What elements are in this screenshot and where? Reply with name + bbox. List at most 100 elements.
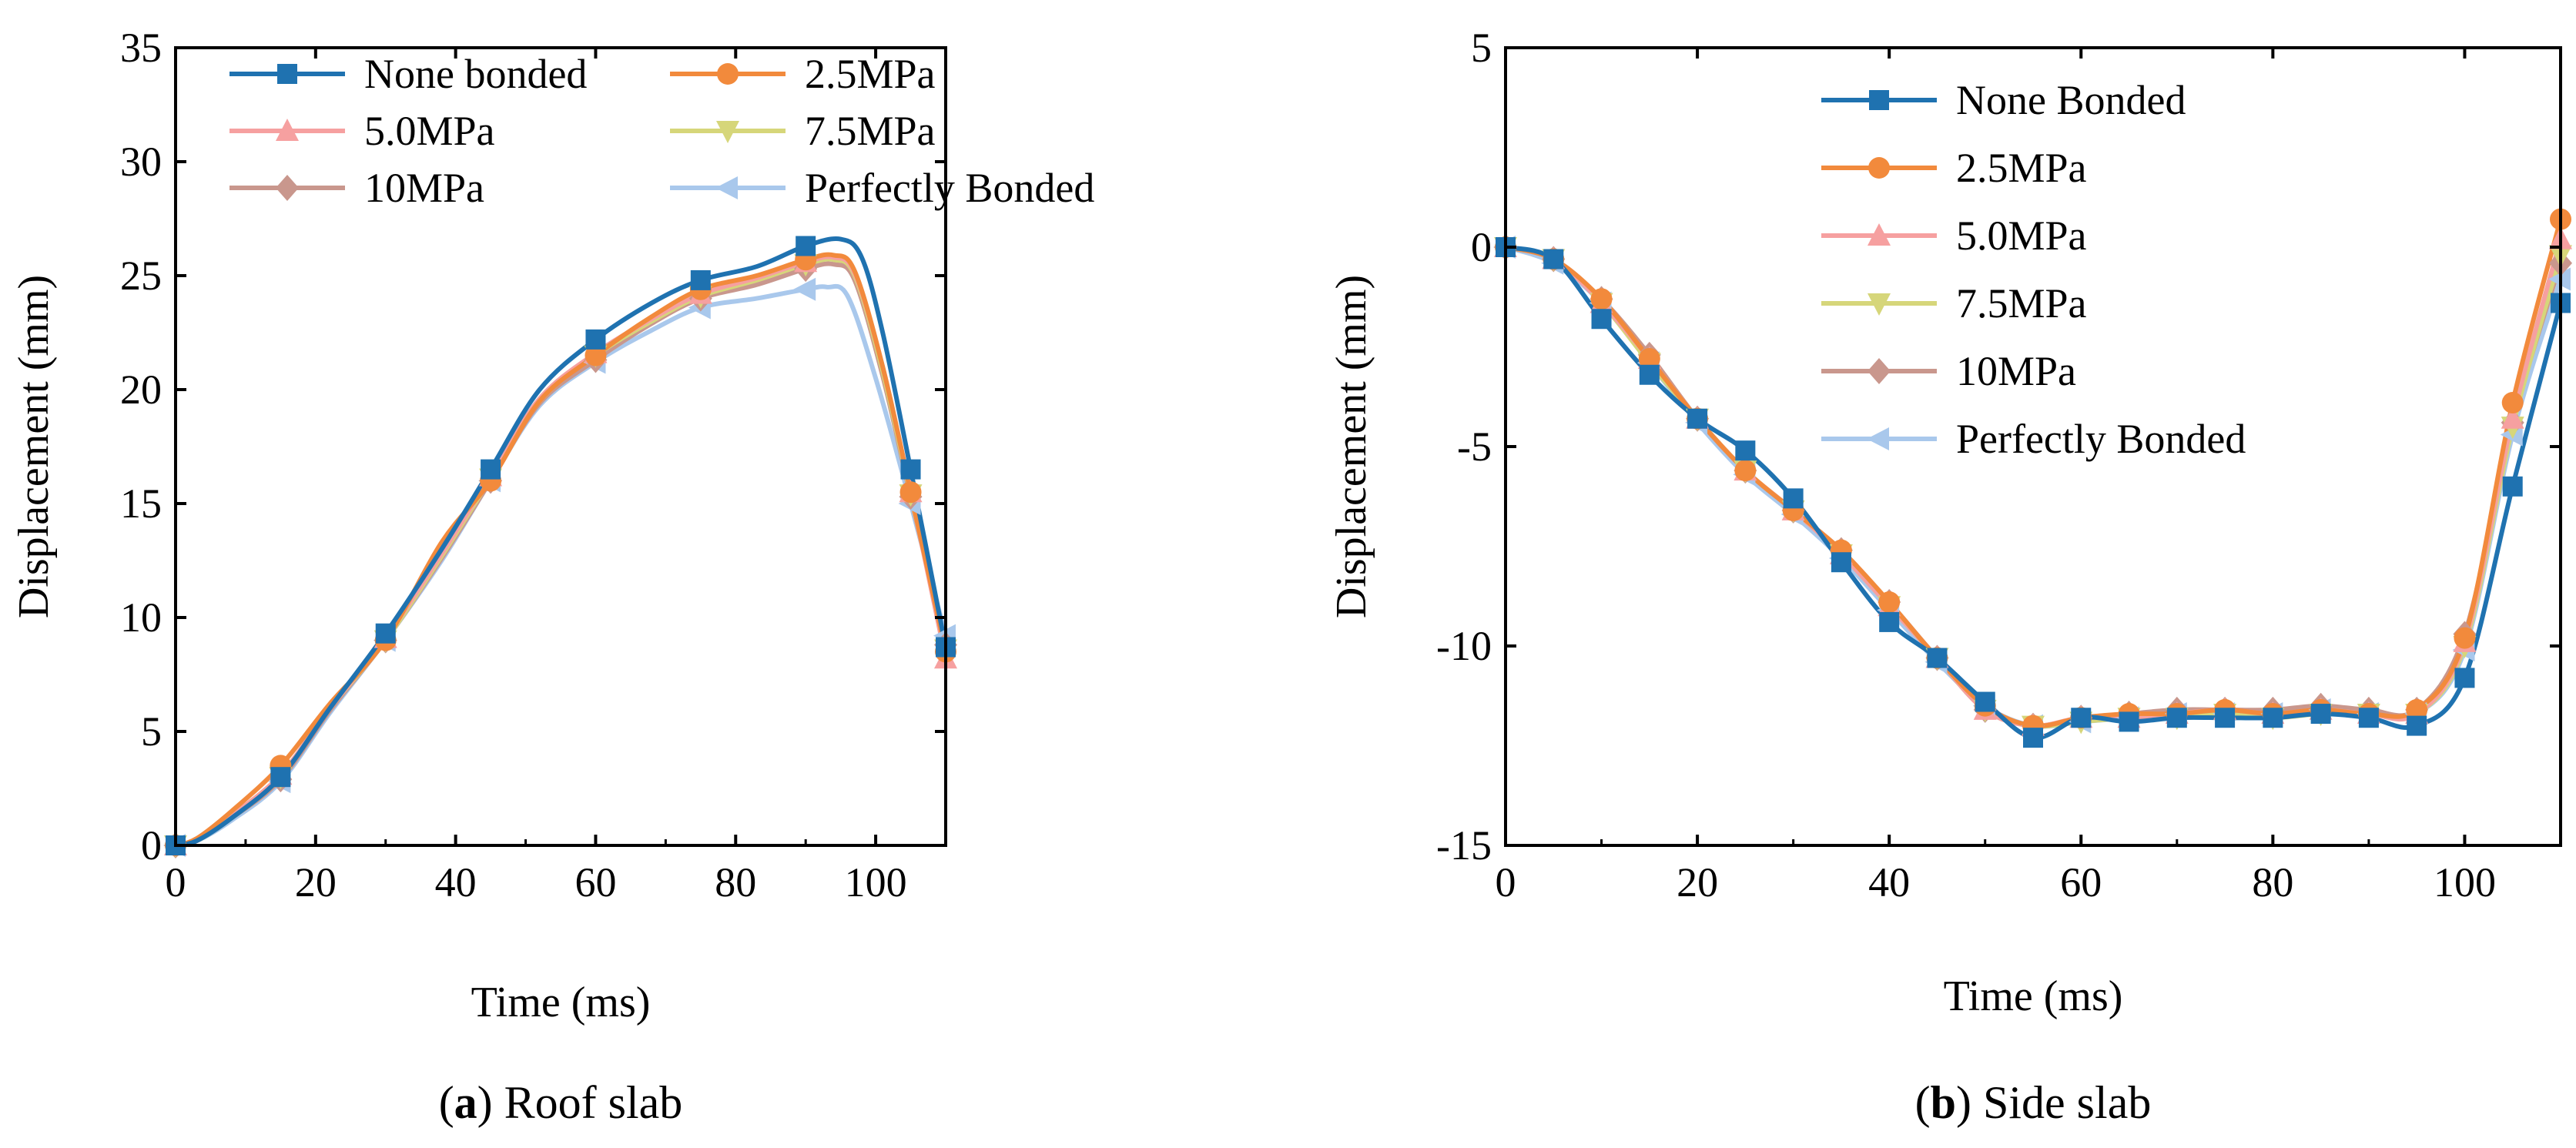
roof-slab-legend-item-10mpa: 10MPa bbox=[229, 165, 484, 211]
side-slab-point-2-5mpa-25 bbox=[1734, 460, 1757, 482]
side-slab-y-axis-title: Displacement (mm) bbox=[1328, 275, 1375, 618]
side-slab-legend-item-perfectly-bonded: Perfectly Bonded bbox=[1821, 416, 2246, 462]
roof-slab-line-5-0mpa bbox=[175, 254, 948, 848]
side-slab-point-none-bonded-80 bbox=[2263, 708, 2283, 728]
roof-slab-legend-item-none-bonded: None bonded bbox=[229, 51, 587, 97]
side-slab-legend-marker-2-5mpa bbox=[1868, 157, 1890, 179]
side-slab-x-tick-label: 20 bbox=[1677, 859, 1718, 905]
roof-slab-y-tick-label: 30 bbox=[120, 139, 162, 185]
side-slab-point-none-bonded-105 bbox=[2502, 476, 2523, 497]
roof-slab-point-none-bonded-60 bbox=[585, 329, 606, 350]
roof-slab-x-tick-label: 80 bbox=[715, 859, 756, 905]
roof-slab-point-2-5mpa-105 bbox=[899, 481, 922, 504]
roof-slab-y-tick-label: 35 bbox=[120, 25, 162, 71]
roof-slab-chart: 0 20 40 60 80 100 0 5 10 15 20 25 30 35 None bonded 2.… bbox=[10, 25, 1094, 1128]
roof-slab-x-tick-label: 0 bbox=[166, 859, 186, 905]
roof-slab-legend-label-perfectly-bonded: Perfectly Bonded bbox=[805, 165, 1094, 211]
roof-slab-plot-frame bbox=[174, 46, 947, 847]
side-slab-legend-marker-10mpa bbox=[1868, 358, 1891, 384]
roof-slab-point-perfectly-bonded-90 bbox=[793, 277, 816, 301]
roof-slab-legend-item-7-5mpa: 7.5MPa bbox=[670, 108, 936, 154]
roof-slab-y-axis-title: Displacement (mm) bbox=[10, 275, 58, 618]
side-slab-x-tick-label: 0 bbox=[1496, 859, 1516, 905]
roof-slab-series-markers bbox=[163, 236, 957, 858]
roof-slab-legend-marker-7-5mpa bbox=[716, 121, 739, 143]
side-slab-legend-marker-7-5mpa bbox=[1868, 293, 1891, 316]
side-slab-point-none-bonded-20 bbox=[1687, 408, 1708, 429]
side-slab-legend-label-none-bonded: None Bonded bbox=[1956, 77, 2186, 123]
side-slab-legend-label-2-5mpa: 2.5MPa bbox=[1956, 145, 2087, 191]
side-slab-point-2-5mpa-100 bbox=[2454, 627, 2476, 649]
side-slab-legend-label-perfectly-bonded: Perfectly Bonded bbox=[1956, 416, 2246, 462]
side-slab-point-2-5mpa-10 bbox=[1590, 288, 1613, 310]
roof-slab-point-none-bonded-90 bbox=[796, 236, 816, 256]
roof-slab-x-tick-label: 60 bbox=[574, 859, 616, 905]
side-slab-point-2-5mpa-40 bbox=[1878, 591, 1901, 614]
roof-slab-caption: (a) Roof slab bbox=[439, 1077, 683, 1128]
side-slab-point-none-bonded-100 bbox=[2454, 668, 2475, 688]
roof-slab-legend-label-10mpa: 10MPa bbox=[364, 165, 484, 211]
side-slab-point-none-bonded-40 bbox=[1879, 611, 1900, 632]
side-slab-point-none-bonded-30 bbox=[1783, 488, 1804, 509]
side-slab-point-none-bonded-95 bbox=[2407, 715, 2427, 736]
side-slab-x-axis-title: Time (ms) bbox=[1944, 972, 2123, 1020]
side-slab-point-none-bonded-15 bbox=[1639, 364, 1660, 385]
side-slab-y-tick-label: -5 bbox=[1457, 423, 1492, 470]
side-slab-legend-label-5-0mpa: 5.0MPa bbox=[1956, 213, 2087, 259]
side-slab-legend-label-10mpa: 10MPa bbox=[1956, 348, 2076, 394]
roof-slab-x-tick-label: 100 bbox=[845, 859, 907, 905]
side-slab-point-none-bonded-5 bbox=[1543, 249, 1564, 269]
roof-slab-line-2-5mpa bbox=[175, 252, 948, 848]
roof-slab-legend-label-7-5mpa: 7.5MPa bbox=[805, 108, 936, 154]
side-slab-legend-label-7-5mpa: 7.5MPa bbox=[1956, 280, 2087, 326]
roof-slab-point-none-bonded-45 bbox=[481, 459, 501, 480]
side-slab-point-none-bonded-25 bbox=[1735, 440, 1756, 461]
side-slab-legend-marker-perfectly-bonded bbox=[1867, 427, 1889, 450]
roof-slab-point-none-bonded-30 bbox=[375, 623, 396, 644]
roof-slab-line-10mpa bbox=[175, 261, 948, 848]
side-slab-point-none-bonded-70 bbox=[2166, 708, 2187, 728]
roof-slab-legend-label-none-bonded: None bonded bbox=[364, 51, 587, 97]
side-slab-point-none-bonded-50 bbox=[1975, 691, 1995, 712]
roof-slab-point-none-bonded-15 bbox=[270, 767, 291, 788]
roof-slab-y-tick-label: 25 bbox=[120, 253, 162, 299]
side-slab-point-none-bonded-90 bbox=[2358, 708, 2379, 728]
side-slab-point-none-bonded-60 bbox=[2071, 708, 2092, 728]
roof-slab-y-tick-label: 5 bbox=[141, 708, 162, 755]
roof-slab-legend: None bonded 2.5MPa 5.0MPa 7.5MPa 10MPa Perfec… bbox=[229, 51, 1094, 211]
side-slab-y-tick-label: 0 bbox=[1471, 224, 1492, 270]
side-slab-point-2-5mpa-95 bbox=[2406, 698, 2428, 721]
roof-slab-legend-label-2-5mpa: 2.5MPa bbox=[805, 51, 936, 97]
side-slab-point-none-bonded-85 bbox=[2310, 704, 2331, 725]
side-slab-point-none-bonded-10 bbox=[1591, 309, 1612, 330]
roof-slab-series-lines bbox=[175, 236, 948, 848]
side-slab-series-markers bbox=[1493, 208, 2572, 748]
side-slab-caption: (b) Side slab bbox=[1915, 1077, 2152, 1128]
side-slab-legend-item-none-bonded: None Bonded bbox=[1821, 77, 2186, 123]
side-slab-y-tick-label: 5 bbox=[1471, 25, 1492, 71]
side-slab-y-tick-label: -10 bbox=[1436, 623, 1492, 669]
roof-slab-legend-item-perfectly-bonded: Perfectly Bonded bbox=[670, 165, 1094, 211]
roof-slab-point-none-bonded-75 bbox=[690, 269, 711, 290]
side-slab-legend-item-5-0mpa: 5.0MPa bbox=[1821, 213, 2087, 259]
side-slab-point-2-5mpa-15 bbox=[1638, 348, 1660, 370]
roof-slab-legend-marker-2-5mpa bbox=[717, 63, 739, 85]
side-slab-x-tick-label: 100 bbox=[2434, 859, 2496, 905]
side-slab-ticks: 0 20 40 60 80 100 -15 -10 -5 0 5 bbox=[1436, 25, 2561, 905]
roof-slab-x-tick-label: 40 bbox=[435, 859, 477, 905]
roof-slab-legend-label-5-0mpa: 5.0MPa bbox=[364, 108, 495, 154]
side-slab-point-none-bonded-55 bbox=[2023, 728, 2043, 748]
roof-slab-y-tick-label: 20 bbox=[120, 366, 162, 413]
roof-slab-ticks: 0 20 40 60 80 100 0 5 10 15 20 25 30 35 bbox=[120, 25, 946, 905]
roof-slab-y-tick-label: 15 bbox=[120, 480, 162, 527]
side-slab-x-tick-label: 80 bbox=[2252, 859, 2293, 905]
side-slab-y-tick-label: -15 bbox=[1436, 822, 1492, 869]
side-slab-legend: None Bonded 2.5MPa 5.0MPa 7.5MPa 10MPa Perfec… bbox=[1821, 77, 2246, 462]
roof-slab-legend-marker-5-0mpa bbox=[276, 119, 299, 141]
roof-slab-legend-marker-none-bonded bbox=[277, 64, 297, 84]
side-slab-point-none-bonded-45 bbox=[1927, 648, 1948, 668]
roof-slab-x-axis-title: Time (ms) bbox=[471, 979, 651, 1026]
side-slab-legend-marker-5-0mpa bbox=[1868, 223, 1891, 246]
side-slab-legend-item-10mpa: 10MPa bbox=[1821, 348, 2076, 394]
